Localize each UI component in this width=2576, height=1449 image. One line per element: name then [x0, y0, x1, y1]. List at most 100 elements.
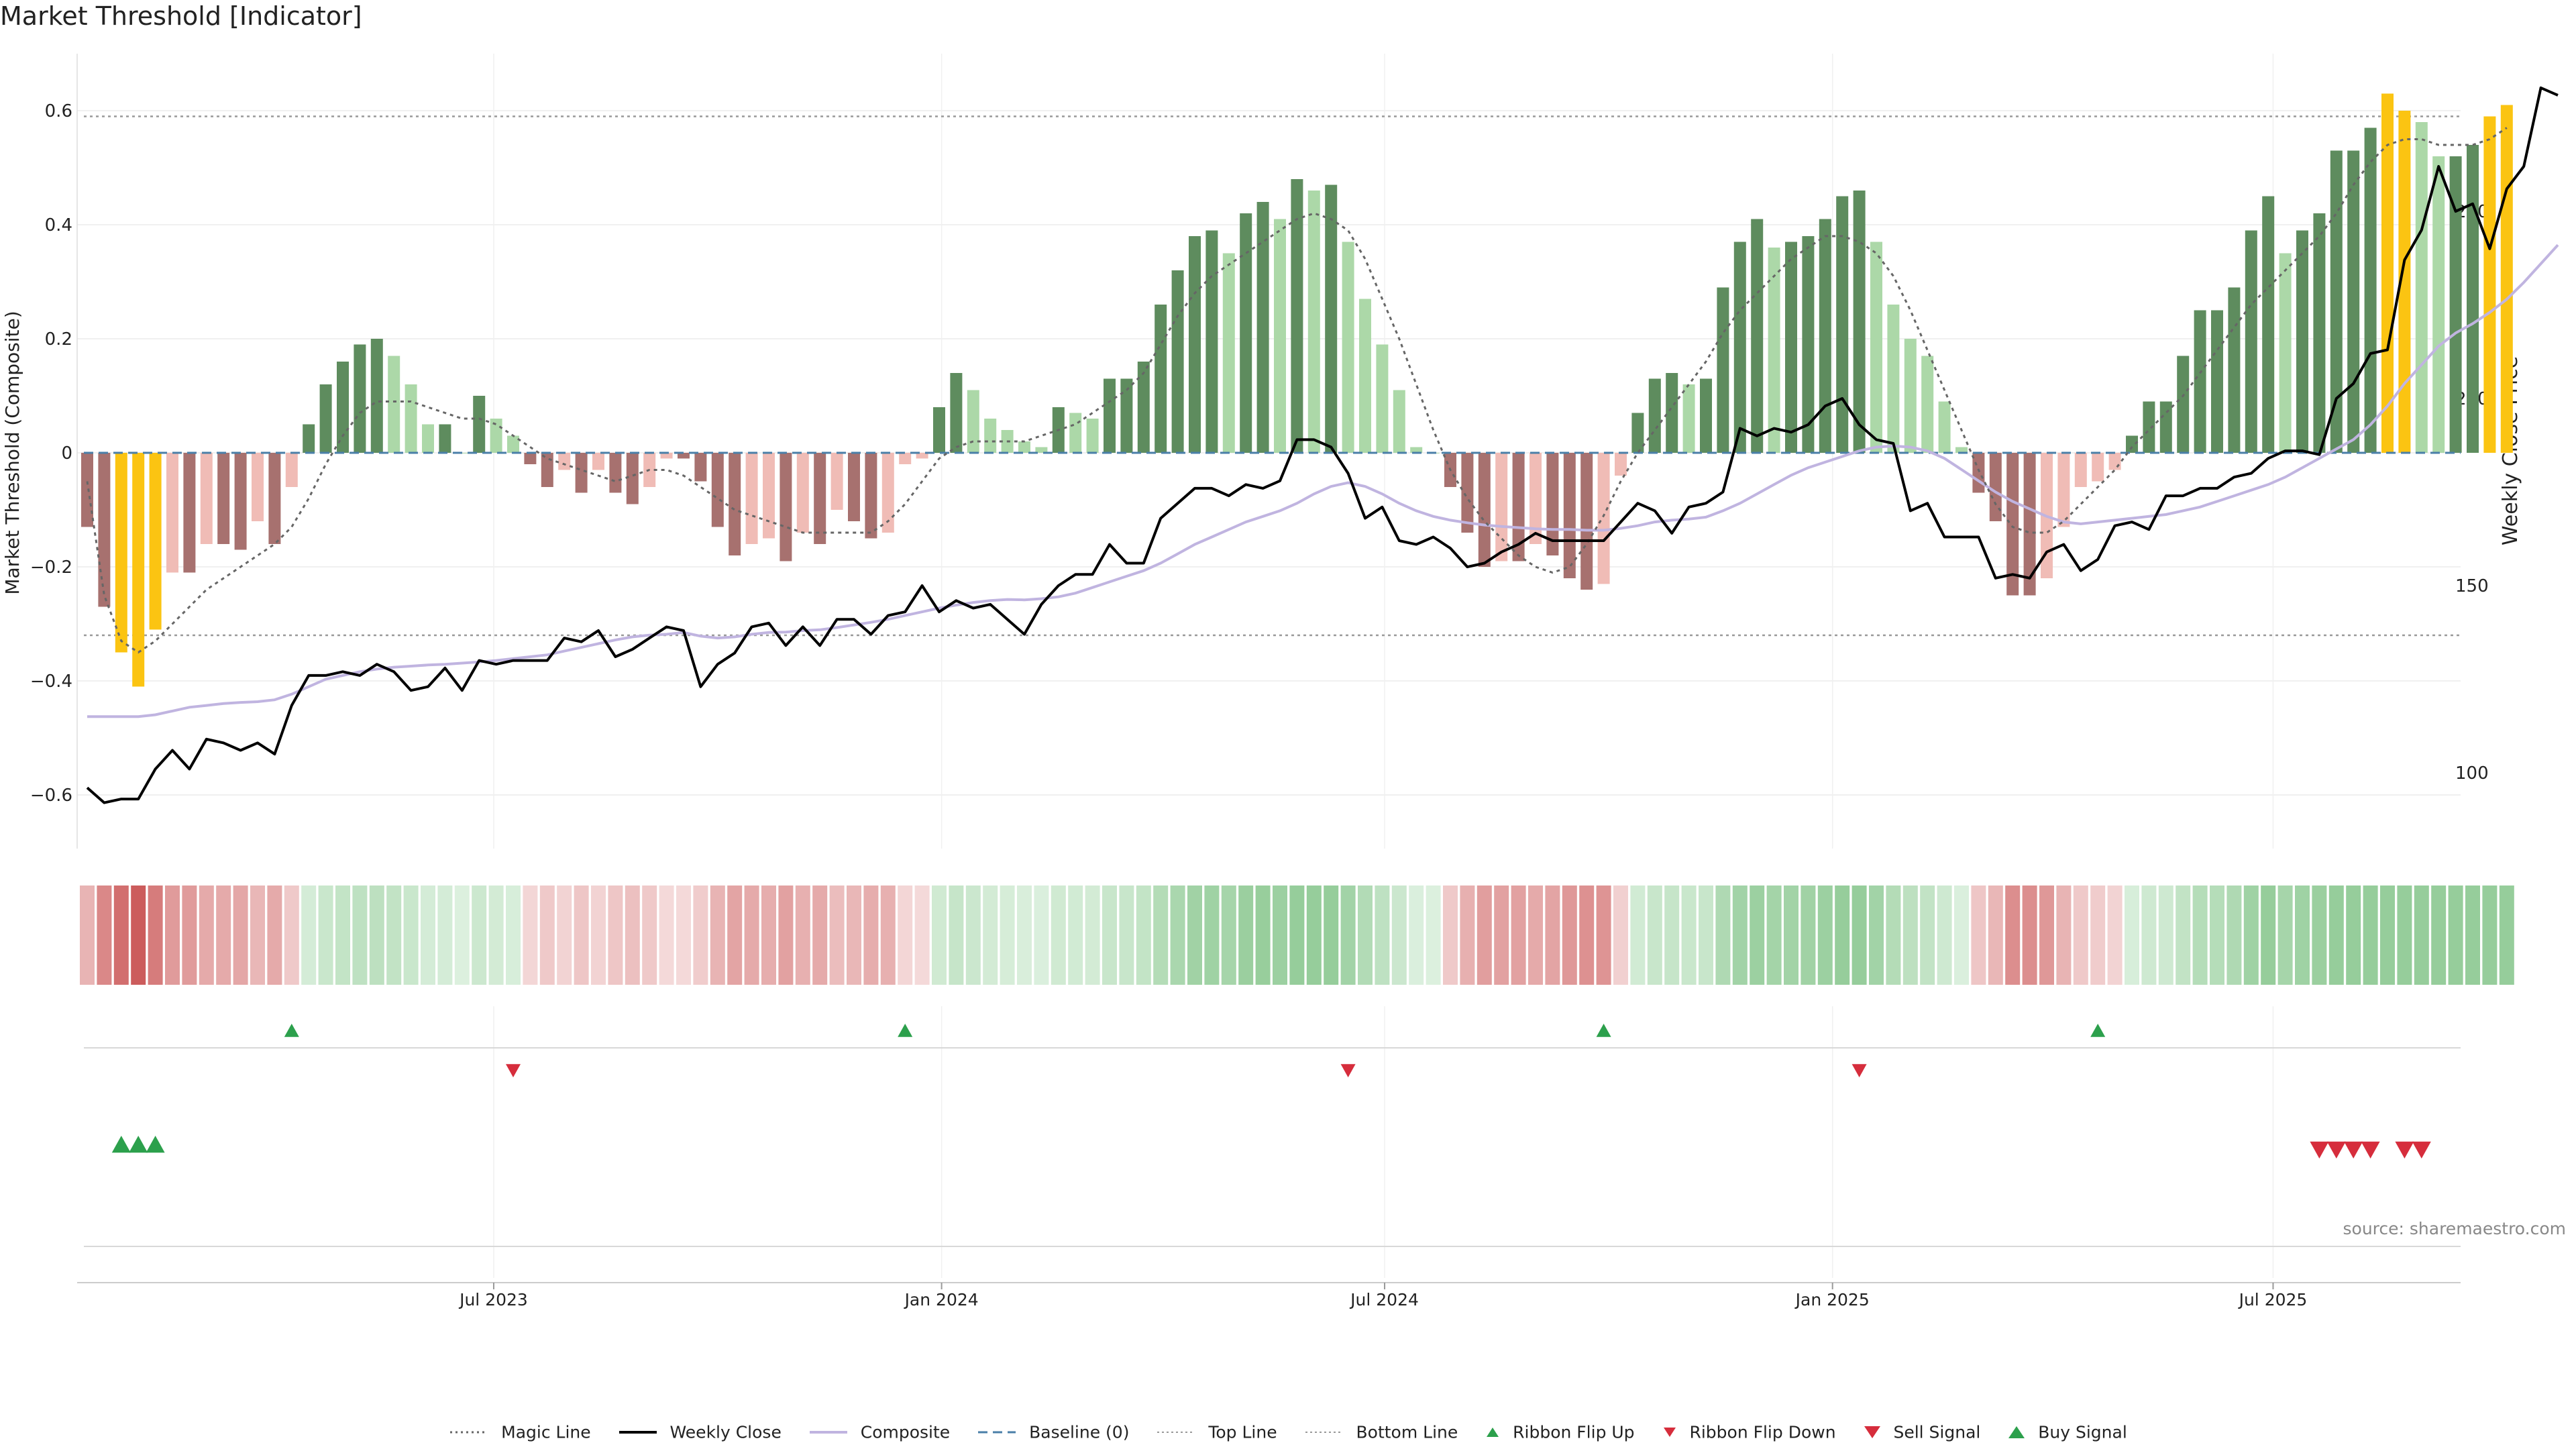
- ribbon-cell: [1085, 885, 1100, 985]
- composite-bar: [1291, 179, 1303, 453]
- ribbon-cell: [795, 885, 810, 985]
- composite-bar: [507, 435, 519, 453]
- composite-bar: [405, 384, 417, 453]
- composite-bar: [2262, 196, 2275, 453]
- composite-bar: [1359, 299, 1371, 453]
- composite-bar: [1717, 287, 1729, 453]
- legend-label: Sell Signal: [1893, 1422, 1981, 1442]
- ribbon-cell: [625, 885, 640, 985]
- composite-bar: [98, 453, 111, 607]
- composite-bar: [1171, 270, 1184, 453]
- composite-bar: [2143, 401, 2155, 453]
- ribbon-cell: [1784, 885, 1799, 985]
- composite-bar: [1205, 230, 1218, 453]
- composite-bar: [865, 453, 877, 539]
- ribbon-cell: [2380, 885, 2395, 985]
- composite-bar: [1410, 447, 1423, 453]
- ribbon-cell: [301, 885, 317, 985]
- ribbon-cell: [506, 885, 521, 985]
- ribbon-cell: [199, 885, 214, 985]
- ribbon-cell: [216, 885, 231, 985]
- chart-title: Market Threshold [Indicator]: [0, 1, 362, 31]
- composite-bar: [881, 453, 894, 533]
- ribbon-cell: [2022, 885, 2037, 985]
- ribbon-cell: [1358, 885, 1373, 985]
- ribbon-cell: [1324, 885, 1339, 985]
- composite-bar: [1768, 248, 1780, 453]
- composite-bar: [2398, 111, 2411, 453]
- ribbon-cell: [2328, 885, 2344, 985]
- ribbon-cell: [488, 885, 504, 985]
- ribbon-cell: [1460, 885, 1475, 985]
- composite-bar: [1785, 241, 1797, 453]
- y-tick-label-right: 100: [2455, 763, 2489, 784]
- ribbon-cell: [2056, 885, 2072, 985]
- ribbon-cell: [693, 885, 708, 985]
- composite-bar: [1376, 344, 1389, 453]
- ribbon-cell: [608, 885, 623, 985]
- composite-bar: [473, 396, 486, 453]
- ribbon-flip-down-marker: [1340, 1064, 1356, 1077]
- composite-bar: [1631, 413, 1644, 453]
- ribbon-cell: [932, 885, 947, 985]
- composite-bar: [2279, 253, 2292, 453]
- composite-bar: [1836, 196, 1849, 453]
- ribbon-cell: [1187, 885, 1202, 985]
- ribbon-cell: [1528, 885, 1543, 985]
- legend-label: Top Line: [1208, 1422, 1277, 1442]
- ribbon-cell: [574, 885, 589, 985]
- sell-signal-marker: [2361, 1141, 2380, 1159]
- y-tick-label: −0.2: [30, 557, 72, 578]
- ribbon-cell: [2363, 885, 2378, 985]
- legend-label: Bottom Line: [1356, 1422, 1458, 1442]
- ribbon-cell: [710, 885, 725, 985]
- ribbon-cell: [403, 885, 419, 985]
- composite-bar: [1853, 191, 1866, 453]
- composite-bar: [1580, 453, 1593, 590]
- ribbon-cell: [1306, 885, 1322, 985]
- y-axis-label: Market Threshold (Composite): [1, 311, 23, 594]
- composite-bar: [780, 453, 792, 561]
- buy-signal-marker: [129, 1136, 148, 1153]
- composite-bar: [1921, 356, 1934, 453]
- ribbon-cell: [949, 885, 964, 985]
- x-tick-label: Jan 2025: [1794, 1290, 1870, 1309]
- ribbon-cell: [2039, 885, 2054, 985]
- ribbon-cell: [523, 885, 538, 985]
- ribbon-cell: [80, 885, 95, 985]
- composite-bar: [1648, 378, 1661, 453]
- composite-bar: [2381, 93, 2394, 453]
- ribbon-cell: [1017, 885, 1032, 985]
- ribbon-cell: [2397, 885, 2412, 985]
- composite-bar: [1666, 373, 1678, 453]
- composite-line: [87, 244, 2559, 718]
- ribbon-cell: [1000, 885, 1015, 985]
- ribbon-flip-up-marker: [2090, 1024, 2106, 1037]
- ribbon-cell: [1732, 885, 1748, 985]
- composite-bar: [1222, 253, 1235, 453]
- ribbon-cell: [1886, 885, 1901, 985]
- ribbon-cell: [2295, 885, 2310, 985]
- composite-bar: [132, 453, 145, 687]
- composite-bar: [899, 453, 912, 464]
- x-tick-label: Jan 2024: [904, 1290, 979, 1309]
- composite-bar: [1955, 447, 1968, 453]
- ribbon-cell: [437, 885, 453, 985]
- sell-signal-marker: [2412, 1141, 2431, 1159]
- legend-item-weekly-close: Weekly Close: [618, 1421, 782, 1442]
- ribbon-cell: [335, 885, 350, 985]
- composite-bar: [1733, 241, 1746, 453]
- y-tick-label-right: 150: [2455, 576, 2489, 596]
- ribbon-cell: [761, 885, 776, 985]
- ribbon-cell: [1409, 885, 1424, 985]
- ribbon-cell: [1340, 885, 1356, 985]
- composite-bar: [1512, 453, 1525, 561]
- composite-bars: [81, 93, 2513, 687]
- ribbon-cell: [1596, 885, 1611, 985]
- legend-label: Weekly Close: [669, 1422, 782, 1442]
- ribbon-cell: [744, 885, 759, 985]
- ribbon-flip-up-marker: [1596, 1024, 1611, 1037]
- ribbon-cell: [1699, 885, 1713, 985]
- ribbon-cell: [2210, 885, 2224, 985]
- ribbon-cell: [914, 885, 930, 985]
